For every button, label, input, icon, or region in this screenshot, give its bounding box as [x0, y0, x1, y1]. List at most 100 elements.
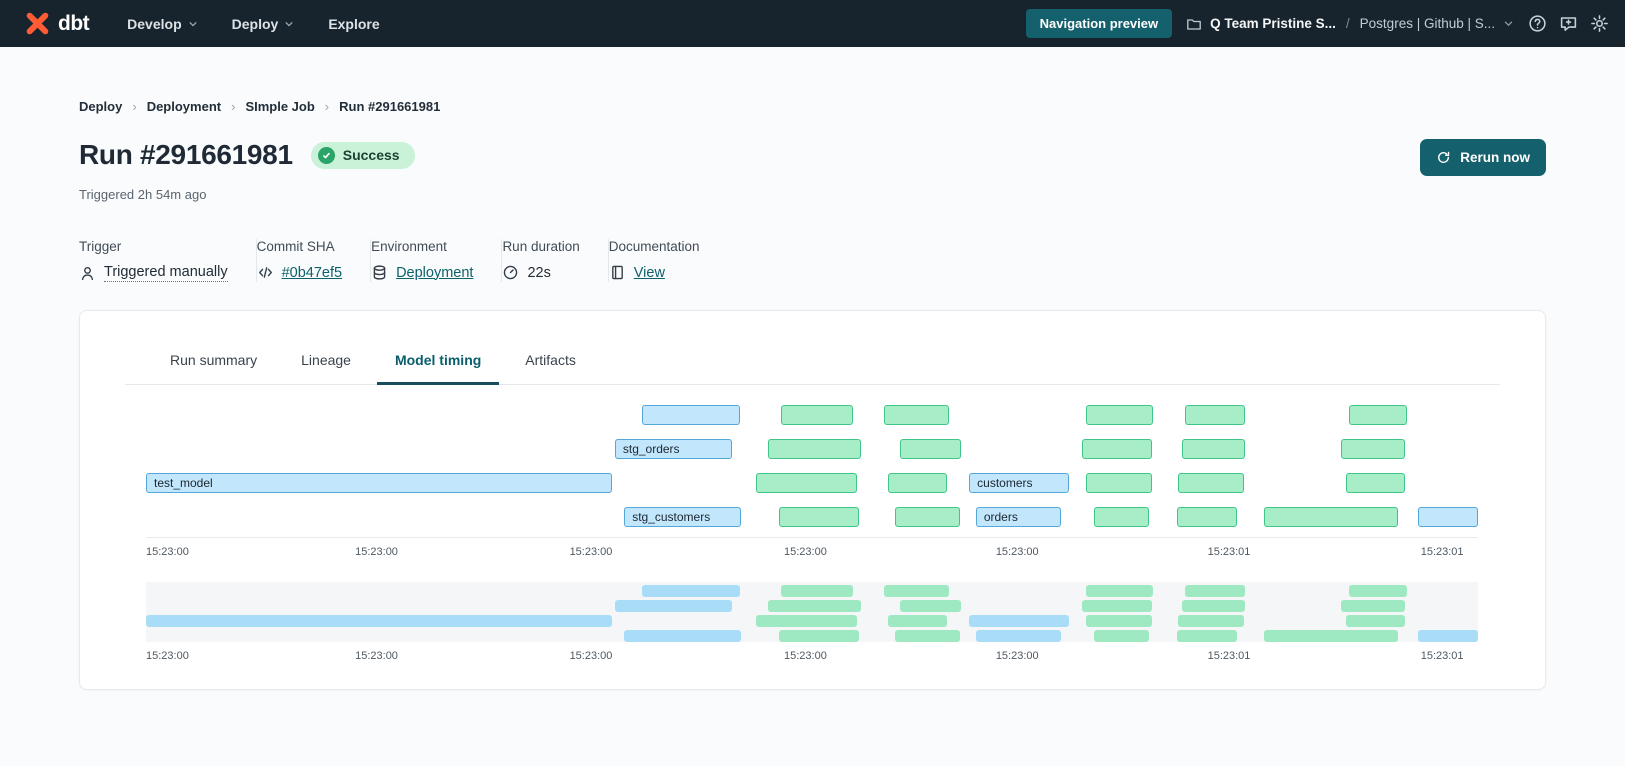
primary-nav: Develop Deploy Explore [115, 8, 392, 40]
breadcrumb-separator: › [324, 99, 330, 114]
person-icon [79, 265, 96, 282]
nav-item-explore[interactable]: Explore [316, 8, 391, 40]
meta-value[interactable]: Deployment [396, 264, 474, 281]
minimap-bar [975, 630, 1062, 642]
minimap-bar [887, 615, 947, 627]
gantt-bar-test_model[interactable]: test_model [146, 473, 613, 493]
minimap-bar [781, 585, 854, 597]
gantt-bar-label: stg_customers [632, 510, 711, 524]
gantt-bar[interactable] [1086, 405, 1153, 425]
gantt-bar[interactable] [1182, 439, 1245, 459]
axis-tick-label: 15:23:00 [995, 650, 1039, 662]
tab-lineage[interactable]: Lineage [283, 339, 369, 385]
gantt-bar-label: orders [983, 510, 1018, 524]
doc-icon [609, 264, 626, 281]
gantt-bar[interactable] [887, 473, 947, 493]
minimap-bar [969, 615, 1070, 627]
gantt-bar[interactable] [756, 473, 858, 493]
meta-environment: Environment Deployment [371, 239, 501, 282]
settings-button[interactable] [1590, 14, 1609, 33]
meta-value[interactable]: #0b47ef5 [281, 264, 343, 281]
run-meta-row: Trigger Triggered manually Commit SHA #0b47… [79, 239, 1546, 282]
gantt-bar[interactable] [1346, 473, 1405, 493]
tab-model-timing[interactable]: Model timing [376, 339, 500, 385]
gantt-bar[interactable] [781, 405, 854, 425]
timeline-minimap[interactable] [146, 582, 1478, 642]
gantt-bar[interactable] [894, 507, 960, 527]
breadcrumb: Deploy › Deployment › SImple Job › Run #291661… [79, 99, 1546, 114]
gantt-bar[interactable] [1094, 507, 1149, 527]
breadcrumb-separator: › [231, 99, 236, 114]
gantt-bar[interactable] [899, 439, 962, 459]
meta-divider [255, 239, 257, 282]
gantt-bar[interactable] [1263, 507, 1399, 527]
breadcrumb-item-deploy[interactable]: Deploy [79, 99, 123, 114]
gantt-bar[interactable] [1340, 439, 1405, 459]
nav-item-develop[interactable]: Develop [115, 8, 209, 40]
breadcrumb-item-simple-job[interactable]: SImple Job [245, 99, 315, 114]
minimap-bar [1348, 585, 1408, 597]
minimap-bar [1182, 600, 1245, 612]
axis-tick-label: 15:23:00 [355, 546, 398, 558]
gantt-bar[interactable] [1418, 507, 1478, 527]
database-icon [371, 264, 388, 281]
meta-value[interactable]: View [633, 264, 665, 281]
gantt-bar[interactable] [778, 507, 859, 527]
tab-run-summary[interactable]: Run summary [152, 339, 275, 385]
gantt-bar-stg_customers[interactable]: stg_customers [624, 507, 742, 527]
axis-tick-label: 15:23:00 [146, 650, 189, 662]
breadcrumb-item-deployment[interactable]: Deployment [146, 99, 222, 114]
chevron-down-icon [1503, 18, 1514, 29]
minimap-bar [1086, 585, 1153, 597]
gantt-bar[interactable] [1086, 473, 1152, 493]
meta-label: Environment [371, 239, 447, 254]
gantt-bar[interactable] [641, 405, 741, 425]
minimap-bar [756, 615, 858, 627]
axis-tick-label: 15:23:00 [569, 650, 613, 662]
meta-label: Commit SHA [256, 239, 335, 254]
gantt-bar[interactable] [1348, 405, 1408, 425]
chevron-down-icon [285, 21, 293, 26]
account-name: Q Team Pristine S... [1210, 16, 1336, 31]
dbt-logo[interactable]: dbt [24, 10, 90, 37]
nav-item-deploy[interactable]: Deploy [220, 8, 307, 40]
success-check-icon [317, 146, 335, 164]
minimap-bar [1340, 600, 1405, 612]
status-badge-label: Success [342, 147, 400, 163]
minimap-bar [1263, 630, 1399, 642]
gantt-bar[interactable] [1176, 507, 1237, 527]
meta-label: Run duration [502, 239, 580, 254]
minimap-bar [778, 630, 859, 642]
meta-divider [370, 239, 372, 282]
minimap-bar [1346, 615, 1405, 627]
top-nav: dbt Develop Deploy Explore Navigation prev… [0, 0, 1625, 47]
axis-tick-label: 15:23:01 [1207, 650, 1251, 662]
help-button[interactable] [1528, 14, 1547, 33]
model-timing-chart: stg_orders test_model customers stg_custome… [146, 405, 1478, 663]
meta-trigger: Trigger Triggered manually [79, 239, 256, 282]
rerun-now-button[interactable]: Rerun now [1420, 139, 1546, 176]
meta-divider [501, 239, 503, 282]
project-name: Postgres | Github | S... [1359, 16, 1495, 31]
gantt-bar[interactable] [1184, 405, 1245, 425]
navigation-preview-button[interactable]: Navigation preview [1025, 9, 1173, 38]
code-icon [257, 264, 274, 281]
feedback-button[interactable] [1559, 14, 1578, 33]
gantt-bar-stg_orders[interactable]: stg_orders [614, 439, 733, 459]
gantt-bar[interactable] [1178, 473, 1244, 493]
gantt-bar-customers[interactable]: customers [969, 473, 1070, 493]
clock-icon [502, 264, 519, 281]
minimap-bar [1094, 630, 1149, 642]
help-icon [1529, 15, 1546, 32]
triggered-timestamp: Triggered 2h 54m ago [79, 187, 207, 202]
project-selector[interactable]: Q Team Pristine S... / Postgres | Github… [1186, 16, 1514, 32]
gantt-bar[interactable] [768, 439, 862, 459]
tab-artifacts[interactable]: Artifacts [507, 339, 594, 385]
gantt-bar[interactable] [883, 405, 950, 425]
axis-tick-label: 15:23:01 [1207, 546, 1251, 558]
axis-tick-label: 15:23:00 [146, 546, 189, 558]
gantt-bar-orders[interactable]: orders [975, 507, 1062, 527]
breadcrumb-item-run-291661981: Run #291661981 [339, 99, 441, 114]
minimap-bar [614, 600, 733, 612]
gantt-bar[interactable] [1082, 439, 1152, 459]
